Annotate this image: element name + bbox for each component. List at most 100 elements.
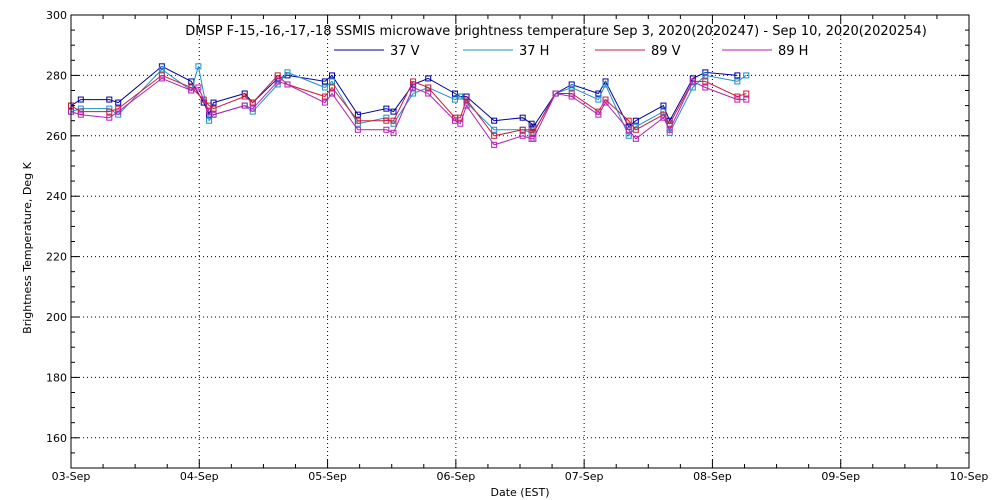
data-point: [568, 81, 575, 88]
series-layer: [68, 63, 750, 148]
data-point: [158, 75, 165, 82]
data-point: [354, 126, 361, 133]
data-point: [329, 72, 336, 79]
data-point: [734, 78, 741, 85]
y-tick-label: 240: [46, 190, 67, 203]
data-point: [425, 75, 432, 82]
data-point: [106, 108, 113, 115]
data-point: [321, 99, 328, 106]
data-point: [519, 114, 526, 121]
data-point: [528, 126, 535, 133]
data-point: [383, 126, 390, 133]
data-point: [329, 78, 336, 85]
data-point: [195, 84, 202, 91]
legend: 37 V 37 H 89 V 89 H: [334, 44, 808, 59]
data-point: [702, 78, 709, 85]
y-tick-label: 260: [46, 130, 67, 143]
data-point: [284, 69, 291, 76]
data-point: [274, 78, 281, 85]
data-point: [632, 117, 639, 124]
axis-ticks: [70, 14, 970, 469]
data-point: [115, 108, 122, 115]
data-point: [734, 72, 741, 79]
data-point: [390, 108, 397, 115]
data-point: [632, 126, 639, 133]
x-tick-label: 07-Sep: [565, 470, 604, 483]
data-point: [491, 117, 498, 124]
data-point: [106, 114, 113, 121]
data-point: [463, 102, 470, 109]
legend-label: 37 H: [519, 44, 549, 59]
data-point: [602, 81, 609, 88]
data-point: [451, 96, 458, 103]
legend-label: 89 H: [778, 44, 808, 59]
data-point: [158, 66, 165, 73]
data-point: [457, 93, 464, 100]
data-point: [734, 96, 741, 103]
x-tick-label: 03-Sep: [52, 470, 91, 483]
data-point: [210, 99, 217, 106]
data-point: [77, 108, 84, 115]
data-point: [188, 87, 195, 94]
data-point: [660, 114, 667, 121]
data-point: [568, 93, 575, 100]
data-point: [354, 120, 361, 127]
data-point: [743, 96, 750, 103]
data-point: [702, 72, 709, 79]
data-point: [625, 126, 632, 133]
data-point: [354, 111, 361, 118]
x-axis-label: Date (EST): [490, 486, 549, 499]
data-point: [410, 84, 417, 91]
data-point: [77, 96, 84, 103]
data-point: [568, 84, 575, 91]
x-tick-label: 06-Sep: [437, 470, 476, 483]
data-point: [743, 72, 750, 79]
series-89-v: [68, 72, 750, 139]
data-point: [734, 93, 741, 100]
chart-title: DMSP F-15,-16,-17,-18 SSMIS microwave br…: [185, 24, 927, 39]
legend-item: 37 V: [334, 44, 420, 59]
y-tick-label: 220: [46, 251, 67, 264]
data-point: [530, 123, 537, 130]
data-point: [519, 126, 526, 133]
data-point: [632, 135, 639, 142]
data-point: [321, 93, 328, 100]
data-point: [595, 111, 602, 118]
y-tick-label: 300: [46, 9, 67, 22]
data-point: [702, 84, 709, 91]
data-point: [241, 102, 248, 109]
grid-lines: [71, 15, 969, 468]
series-line: [70, 66, 747, 137]
data-point: [383, 105, 390, 112]
legend-item: 37 H: [463, 44, 549, 59]
data-point: [200, 96, 207, 103]
data-point: [625, 117, 632, 124]
data-point: [390, 117, 397, 124]
data-point: [463, 96, 470, 103]
data-point: [329, 90, 336, 97]
data-point: [206, 117, 213, 124]
data-point: [329, 84, 336, 91]
data-point: [519, 132, 526, 139]
series-37-v: [68, 63, 741, 130]
data-point: [249, 105, 256, 112]
data-point: [602, 99, 609, 106]
data-point: [666, 126, 673, 133]
y-tick-labels: 160 180 200 220 240 260 280 300: [46, 9, 67, 445]
y-tick-label: 280: [46, 69, 67, 82]
data-point: [595, 96, 602, 103]
data-point: [410, 78, 417, 85]
x-tick-label: 10-Sep: [950, 470, 989, 483]
legend-item: 89 H: [722, 44, 808, 59]
data-point: [625, 132, 632, 139]
data-point: [457, 120, 464, 127]
data-point: [249, 99, 256, 106]
series-line: [70, 77, 747, 146]
x-tick-label: 04-Sep: [180, 470, 219, 483]
x-tick-label: 08-Sep: [693, 470, 732, 483]
legend-label: 89 V: [651, 44, 681, 59]
series-89-h: [68, 75, 750, 148]
data-point: [206, 108, 213, 115]
data-point: [702, 69, 709, 76]
